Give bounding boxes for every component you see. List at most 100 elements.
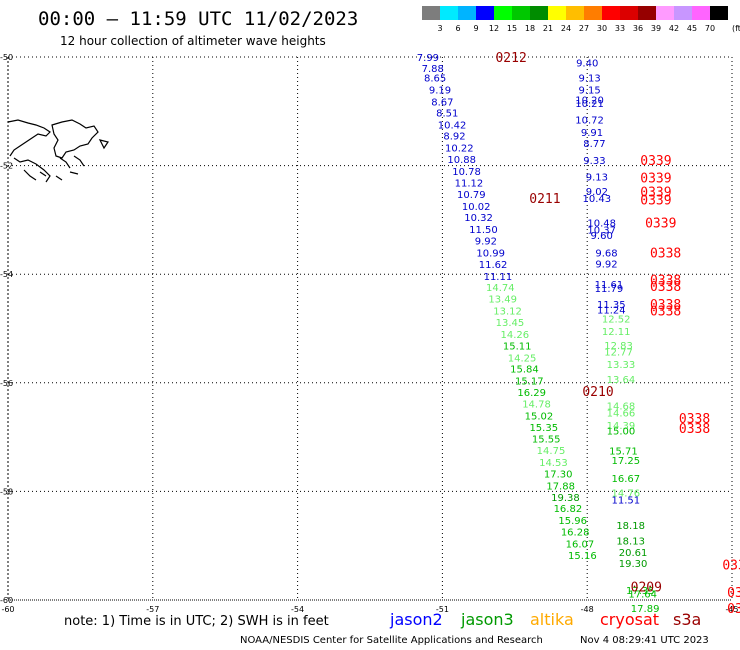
y-tick-label: -50 xyxy=(0,53,13,62)
swh-value: 8.67 xyxy=(431,98,453,109)
swh-value: 11.50 xyxy=(469,225,498,236)
swh-value: 9.19 xyxy=(429,86,451,97)
colorbar-swatch xyxy=(476,6,494,20)
x-tick-label: -45 xyxy=(725,605,738,614)
swh-value: 16.07 xyxy=(566,540,595,551)
pass-time-label: 0339 xyxy=(640,172,671,187)
swh-value: 9.91 xyxy=(581,128,603,139)
swh-value: 9.68 xyxy=(595,248,617,259)
colorbar-swatch xyxy=(512,6,530,20)
pass-time-label: 0338 xyxy=(650,274,681,289)
swh-value: 7.88 xyxy=(422,64,444,75)
swh-value: 9.60 xyxy=(591,231,613,242)
swh-value: 7.99 xyxy=(417,53,439,64)
chart-subtitle: 12 hour collection of altimeter wave hei… xyxy=(60,34,326,48)
swh-value: 15.17 xyxy=(515,377,544,388)
swh-value: 15.35 xyxy=(529,423,558,434)
swh-value: 20.61 xyxy=(619,548,648,559)
x-tick-label: -60 xyxy=(1,605,14,614)
swh-value: 19.30 xyxy=(619,559,648,570)
y-tick-label: -60 xyxy=(0,596,13,605)
colorbar-label: 24 xyxy=(561,24,571,33)
colorbar-unit: (ft) xyxy=(732,24,740,33)
legend-s3a: s3a xyxy=(673,610,701,629)
swh-value: 9.02 xyxy=(586,187,608,198)
colorbar-swatch xyxy=(602,6,620,20)
colorbar-label: 18 xyxy=(525,24,535,33)
pass-time-label: 0338 xyxy=(650,305,681,320)
colorbar-label: 9 xyxy=(473,24,478,33)
colorbar-swatch xyxy=(548,6,566,20)
swh-value: 16.29 xyxy=(517,388,546,399)
colorbar-label: 21 xyxy=(543,24,553,33)
swh-value: 10.37 xyxy=(587,226,616,237)
swh-value: 11.24 xyxy=(597,305,626,316)
swh-value: 14.78 xyxy=(522,399,551,410)
colorbar-swatch xyxy=(656,6,674,20)
swh-value: 8.51 xyxy=(436,108,458,119)
swh-value: 15.00 xyxy=(607,427,636,438)
swh-value: 14.75 xyxy=(537,446,566,457)
legend-jason2: jason2 xyxy=(389,610,443,629)
colorbar-swatch xyxy=(458,6,476,20)
swh-value: 17.25 xyxy=(611,456,640,467)
swh-value: 14.76 xyxy=(611,488,640,499)
swh-value: 14.66 xyxy=(607,409,636,420)
swh-value: 15.55 xyxy=(532,435,561,446)
colorbar-swatch xyxy=(422,6,440,20)
swh-value: 18.13 xyxy=(616,536,645,547)
colorbar-swatch xyxy=(530,6,548,20)
swh-value: 16.28 xyxy=(561,528,590,539)
pass-time-label: 0211 xyxy=(529,192,560,207)
x-tick-label: -51 xyxy=(436,605,449,614)
colorbar-label: 27 xyxy=(579,24,589,33)
swh-value: 16.82 xyxy=(554,504,583,515)
pass-time-label: 0210 xyxy=(582,385,613,400)
pass-time-label: 0339 xyxy=(640,193,671,208)
swh-value: 10.48 xyxy=(587,219,616,230)
pass-time-label: 0339 xyxy=(640,154,671,169)
swh-value: 12.83 xyxy=(604,341,633,352)
pass-time-label: 0338 xyxy=(650,280,681,295)
swh-value: 14.25 xyxy=(508,353,537,364)
axis-ticks: -60 -57 -54 -51 -48 -45 -50 -52 -54 -56 -58 -60 xyxy=(0,53,739,614)
colorbar-swatch xyxy=(638,6,656,20)
x-tick-label: -57 xyxy=(146,605,159,614)
colorbar-label: 45 xyxy=(687,24,697,33)
pass-time-label: 0337 xyxy=(727,602,740,617)
swh-value: 14.39 xyxy=(607,421,636,432)
swh-value: 14.26 xyxy=(500,330,529,341)
swh-value: 9.15 xyxy=(578,86,600,97)
swh-value: 13.45 xyxy=(496,318,525,329)
swh-value: 9.92 xyxy=(595,259,617,270)
colorbar-label: 70 xyxy=(705,24,715,33)
pass-time-label: 0337 xyxy=(727,586,740,601)
colorbar-label: 30 xyxy=(597,24,607,33)
swh-value: 12.11 xyxy=(602,327,631,338)
swh-points: 7.997.888.659.198.678.5110.428.9210.2210… xyxy=(417,53,660,615)
swh-value: 10.32 xyxy=(464,213,493,224)
swh-value: 11.62 xyxy=(479,260,508,271)
pass-time-label: 0212 xyxy=(495,51,526,66)
falkland-islands-coastline xyxy=(7,119,109,183)
colorbar-swatch xyxy=(674,6,692,20)
pass-time-label: 0339 xyxy=(640,186,671,201)
swh-value: 13.12 xyxy=(493,307,522,318)
colorbar-label: 3 xyxy=(437,24,442,33)
swh-value: 10.43 xyxy=(583,194,612,205)
swh-value: 10.78 xyxy=(452,167,481,178)
swh-value: 15.11 xyxy=(503,341,532,352)
colorbar-label: 36 xyxy=(633,24,643,33)
colorbar-label: 12 xyxy=(489,24,499,33)
swh-value: 8.65 xyxy=(424,74,446,85)
swh-value: 10.22 xyxy=(445,144,474,155)
pass-time-labels: 0212021102100209033903390339033903390338… xyxy=(495,51,740,617)
y-tick-label: -58 xyxy=(0,487,13,496)
footer-credit: NOAA/NESDIS Center for Satellite Applica… xyxy=(240,635,543,646)
x-tick-label: -48 xyxy=(581,605,594,614)
swh-value: 11.51 xyxy=(611,496,640,507)
colorbar-swatch xyxy=(566,6,584,20)
swh-value: 10.02 xyxy=(462,202,491,213)
swh-value: 8.77 xyxy=(583,139,605,150)
